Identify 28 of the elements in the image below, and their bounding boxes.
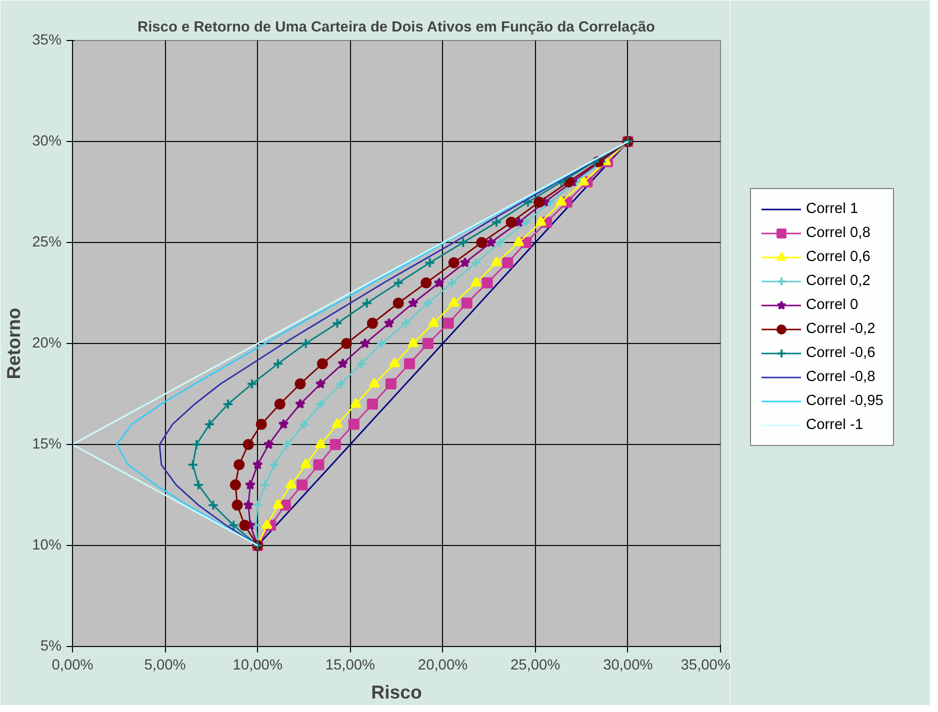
legend-label: Correl 0,8 [806,225,870,241]
y-tick-label: 35% [32,32,62,48]
y-tick-label: 30% [32,134,62,150]
legend-label: Correl -0,2 [806,321,876,337]
legend-label: Correl -0,6 [806,345,876,361]
legend-label: Correl 0 [806,297,858,313]
legend-label: Correl 0,2 [806,273,870,289]
x-tick-label: 10,00% [232,658,283,674]
legend-label: Correl -0,8 [806,369,876,385]
legend-label: Correl 0,6 [806,249,870,265]
y-axis-title: Retorno [3,308,24,380]
y-tick-label: 25% [32,234,62,250]
x-axis-title: Risco [371,682,422,702]
x-tick-label: 20,00% [418,658,468,674]
x-tick-label: 25,00% [510,658,560,674]
legend-label: Correl 1 [806,201,858,217]
x-tick-label: 0,00% [52,658,94,674]
x-tick-label: 35,00% [680,658,731,674]
y-tick-label: 10% [32,538,62,554]
x-tick-label: 5,00% [144,658,186,674]
chart-title: Risco e Retorno de Uma Carteira de Dois Ativos em Função da Correlação [138,20,656,36]
y-tick-label: 20% [32,336,62,352]
y-tick-label: 5% [40,638,62,654]
y-tick-label: 15% [32,436,62,452]
legend-label: Correl -1 [806,417,864,433]
legend-label: Correl -0,95 [806,393,884,409]
x-tick-label: 30,00% [603,658,653,674]
x-tick-label: 15,00% [325,658,376,674]
